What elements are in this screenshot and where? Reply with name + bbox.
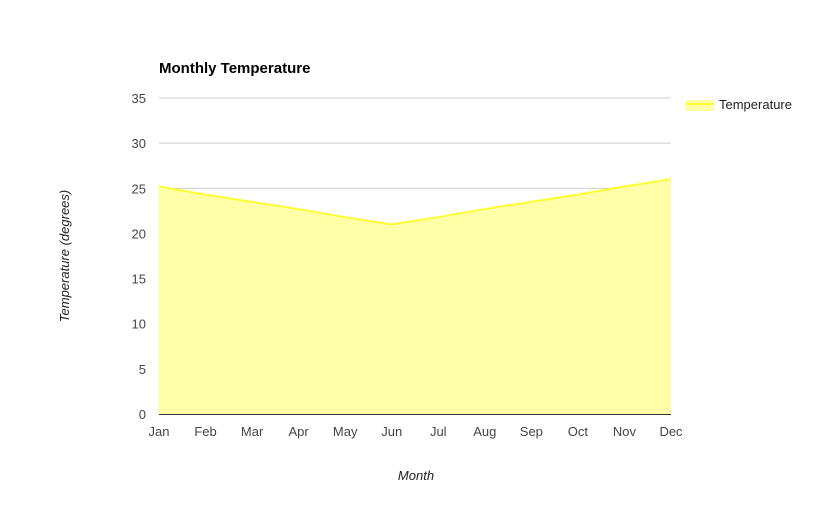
x-tick-label: Sep (520, 424, 543, 439)
y-axis-label: Temperature (degrees) (57, 190, 72, 322)
x-axis-ticks: Jan Feb Mar Apr May Jun Jul Aug Sep Oct Nov Dec (149, 424, 684, 439)
x-tick-label: Jun (381, 424, 402, 439)
x-tick-label: Feb (194, 424, 216, 439)
x-tick-label: Jan (149, 424, 170, 439)
y-tick-label: 5 (139, 362, 146, 377)
y-tick-label: 15 (132, 272, 146, 287)
y-tick-label: 25 (132, 181, 146, 196)
y-tick-label: 35 (132, 91, 146, 106)
x-tick-label: Aug (473, 424, 496, 439)
x-tick-label: Apr (289, 424, 310, 439)
chart-title: Monthly Temperature (159, 60, 310, 77)
area-fill (159, 179, 671, 414)
y-tick-label: 30 (132, 136, 146, 151)
y-tick-label: 10 (132, 317, 146, 332)
legend-label: Temperature (719, 97, 792, 112)
x-tick-label: Mar (241, 424, 264, 439)
legend: Temperature (686, 97, 792, 112)
x-tick-label: Jul (430, 424, 447, 439)
y-tick-label: 0 (139, 407, 146, 422)
x-tick-label: Dec (659, 424, 683, 439)
x-tick-label: Nov (613, 424, 637, 439)
x-axis-label: Month (398, 468, 434, 483)
series-line (158, 178, 672, 226)
x-tick-label: May (333, 424, 358, 439)
y-axis-ticks: 0 5 10 15 20 25 30 35 (132, 91, 146, 422)
series-area (158, 178, 672, 414)
y-tick-label: 20 (132, 226, 146, 241)
x-tick-label: Oct (568, 424, 589, 439)
legend-swatch-fill (686, 100, 714, 111)
